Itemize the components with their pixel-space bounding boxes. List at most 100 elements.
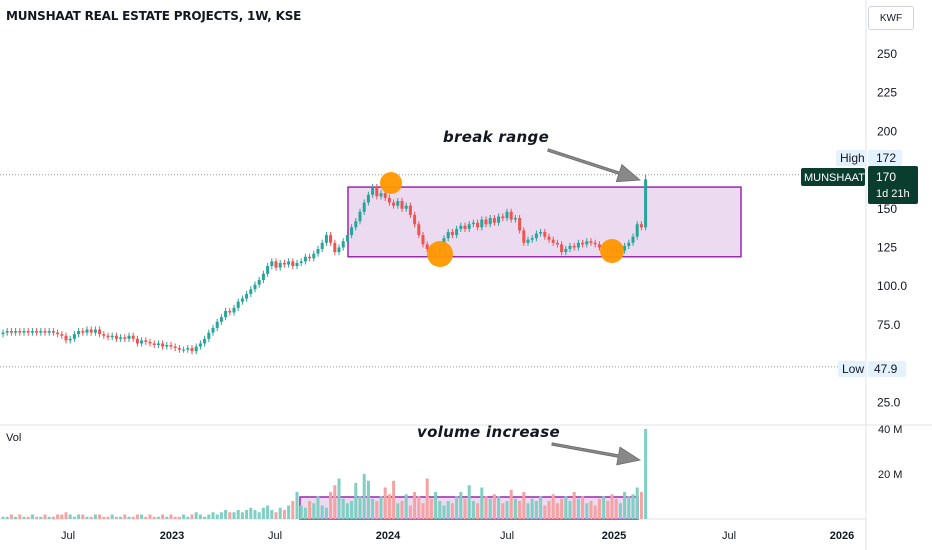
volume-bar bbox=[177, 516, 181, 519]
volume-bar bbox=[337, 478, 341, 519]
candle-body bbox=[362, 202, 366, 212]
volume-bar bbox=[144, 516, 148, 519]
price-tick-label: 225 bbox=[877, 86, 897, 100]
candle-body bbox=[513, 218, 517, 220]
candle-body bbox=[140, 340, 144, 344]
volume-bar bbox=[295, 492, 299, 519]
volume-bar bbox=[98, 514, 102, 519]
volume-bar bbox=[623, 492, 627, 519]
volume-bar bbox=[22, 516, 26, 519]
candle-body bbox=[631, 236, 635, 243]
candle-body bbox=[295, 262, 299, 267]
volume-bar bbox=[102, 516, 106, 519]
candle-body bbox=[39, 331, 43, 333]
volume-bar bbox=[182, 514, 186, 519]
volume-bar bbox=[123, 514, 127, 519]
candle-body bbox=[106, 335, 110, 338]
volume-bar bbox=[119, 516, 123, 519]
candle-body bbox=[274, 261, 278, 268]
candle-body bbox=[245, 293, 249, 299]
candle-body bbox=[333, 242, 337, 253]
volume-bar bbox=[467, 485, 471, 519]
candle-body bbox=[249, 289, 253, 294]
volume-bar bbox=[72, 516, 76, 519]
volume-bar bbox=[555, 503, 559, 519]
volume-bar bbox=[1, 516, 5, 519]
candle-body bbox=[555, 242, 559, 245]
candle-body bbox=[417, 224, 421, 236]
candle-body bbox=[93, 329, 97, 333]
candle-body bbox=[589, 241, 593, 243]
candle-body bbox=[312, 253, 316, 259]
volume-bar bbox=[26, 516, 30, 519]
currency-selector[interactable]: KWF bbox=[868, 6, 914, 30]
volume-bar bbox=[358, 496, 362, 519]
volume-bar bbox=[526, 503, 530, 519]
high-value-bg bbox=[868, 150, 902, 166]
volume-bar bbox=[551, 494, 555, 519]
candle-body bbox=[350, 227, 354, 236]
candle-body bbox=[81, 331, 85, 333]
candle-body bbox=[387, 197, 391, 203]
volume-bar bbox=[345, 503, 349, 519]
time-axis-label: Jul bbox=[500, 530, 514, 542]
candle-body bbox=[509, 211, 513, 220]
candle-body bbox=[114, 335, 118, 339]
volume-bar bbox=[198, 514, 202, 519]
candle-body bbox=[539, 231, 543, 234]
volume-bar bbox=[333, 485, 337, 519]
candle-body bbox=[186, 348, 190, 350]
volume-bar bbox=[211, 512, 215, 519]
volume-bar bbox=[354, 483, 358, 519]
candle-body bbox=[224, 310, 228, 318]
volume-bar bbox=[324, 507, 328, 519]
volume-bar bbox=[568, 501, 572, 519]
candle-body bbox=[9, 331, 13, 333]
volume-bar bbox=[320, 505, 324, 519]
volume-bar bbox=[543, 505, 547, 519]
volume-bar bbox=[131, 516, 135, 519]
candle-body bbox=[560, 244, 564, 253]
volume-bar bbox=[219, 512, 223, 519]
time-axis-label: 2025 bbox=[602, 530, 626, 542]
candle-body bbox=[89, 329, 93, 333]
break-range-arrow bbox=[547, 148, 642, 183]
volume-bar bbox=[156, 516, 160, 519]
volume-bar bbox=[350, 501, 354, 519]
candle-body bbox=[64, 335, 68, 341]
volume-bar bbox=[627, 496, 631, 519]
symbol-label-bg bbox=[801, 168, 865, 186]
candle-body bbox=[1, 332, 5, 335]
candle-body bbox=[119, 337, 123, 339]
price-tick-label: 100.0 bbox=[877, 279, 907, 293]
candle-body bbox=[308, 256, 312, 259]
volume-bar bbox=[602, 496, 606, 519]
candle-body bbox=[232, 307, 236, 313]
volume-bar bbox=[282, 510, 286, 519]
volume-bar bbox=[492, 494, 496, 519]
candle-body bbox=[135, 338, 139, 344]
volume-bar bbox=[522, 492, 526, 519]
volume-bar bbox=[64, 512, 68, 519]
candle-body bbox=[518, 218, 522, 231]
volume-bar bbox=[266, 505, 270, 519]
price-tick-label: 125 bbox=[877, 240, 897, 254]
candle-body bbox=[329, 235, 333, 243]
volume-bar bbox=[245, 510, 249, 519]
candle-body bbox=[194, 346, 198, 352]
price-tick-label: 150 bbox=[877, 202, 897, 216]
volume-bar bbox=[9, 514, 13, 519]
candle-body bbox=[47, 331, 51, 333]
candle-body bbox=[5, 331, 9, 333]
price-tick-label: 25.0 bbox=[877, 395, 901, 409]
volume-bar bbox=[215, 514, 219, 519]
volume-bar bbox=[161, 514, 165, 519]
volume-bar bbox=[362, 474, 366, 519]
candle-body bbox=[182, 349, 186, 351]
candle-body bbox=[165, 345, 169, 347]
volume-bar bbox=[438, 501, 442, 519]
time-axis-label: 2024 bbox=[376, 530, 401, 542]
high-label-bg bbox=[836, 150, 866, 166]
candle-body bbox=[530, 238, 534, 240]
